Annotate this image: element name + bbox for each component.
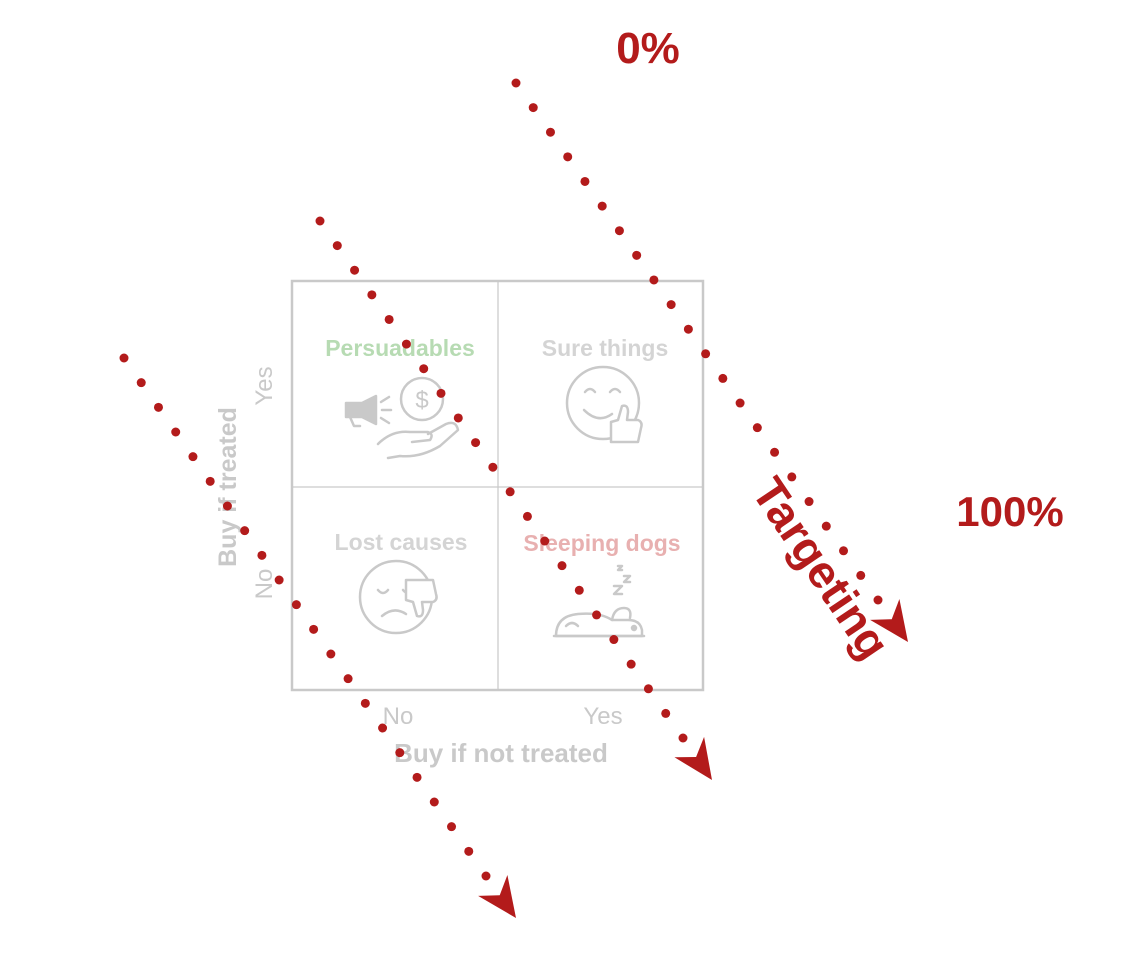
arrow-dot [580,176,590,186]
arrow-dot [419,364,429,374]
arrow-dot [257,550,267,560]
arrow-dot [626,659,636,669]
arrow-dot [649,275,659,285]
arrow-dot [752,423,762,433]
arrow-dot [574,585,584,595]
arrow-dot [614,226,624,236]
arrow-dot [787,472,797,482]
arrow-dot [856,570,866,580]
arrow-dot [436,388,446,398]
y-axis-tick-no: No [251,569,278,600]
arrow-dot [770,447,780,457]
quadrant-label-sleeping-dogs: Sleeping dogs [523,530,680,556]
arrow-dot [597,201,607,211]
arrow-dot [136,378,146,388]
quadrant-grid [290,279,705,692]
arrow-dot [412,772,422,782]
arrow-dot [718,373,728,383]
arrowhead [870,598,908,642]
arrow-dot [291,600,301,610]
arrow-dot [401,339,411,349]
arrow-dot [274,575,284,585]
arrow-dot [804,497,814,507]
sleeping-dog-icon [552,564,646,638]
arrow-dot [378,723,388,733]
arrow-dot [557,561,567,571]
svg-text:$: $ [415,387,428,414]
arrow-dot [153,402,163,412]
arrow-dot [632,250,642,260]
x-axis-label: Buy if not treated [394,738,608,768]
targeting-arrows [119,78,908,918]
arrow-dot [350,265,360,275]
arrow-dot [464,846,474,856]
arrow-left [119,353,516,918]
arrow-dot [683,324,693,334]
arrow-dot [384,314,394,324]
y-axis-tick-yes: Yes [251,366,278,405]
targeting-end-label: 100% [956,488,1063,535]
arrow-dot [488,462,498,472]
arrow-dot [609,635,619,645]
quadrant-label-persuadables: Persuadables [325,335,475,361]
arrow-dot [188,452,198,462]
x-axis-tick-yes: Yes [583,703,622,730]
arrow-right [511,78,908,642]
arrow-dot [453,413,463,423]
arrow-dot [701,349,711,359]
arrow-dot [873,595,883,605]
arrow-dot [360,698,370,708]
arrow-dot [545,127,555,137]
y-axis-label: Buy if treated [214,407,242,567]
arrow-dot [481,871,491,881]
arrow-middle [315,216,712,780]
arrow-dot [511,78,521,88]
arrow-dot [540,536,550,546]
quadrant-label-lost-causes: Lost causes [335,529,468,555]
arrow-dot [343,674,353,684]
arrow-dot [309,624,319,634]
arrow-dot [471,438,481,448]
arrowhead [478,874,516,918]
arrow-dot [429,797,439,807]
arrow-dot [326,649,336,659]
arrow-dot [522,511,532,521]
megaphone-coin-hand-icon: $ [344,376,460,460]
arrow-dot [205,476,215,486]
arrow-dot [661,708,671,718]
arrow-dot [528,103,538,113]
quadrant-label-sure-things: Sure things [542,335,669,361]
arrow-dot [222,501,232,511]
targeting-direction-label: Targeting [742,468,900,668]
arrowhead [674,736,712,780]
arrow-dot [563,152,573,162]
arrow-dot [240,526,250,536]
arrow-dot [315,216,325,226]
arrow-dot [735,398,745,408]
arrow-dot [332,241,342,251]
smiley-thumbs-up-icon [565,365,643,444]
arrow-dot [119,353,129,363]
arrow-dot [643,684,653,694]
sad-face-thumbs-down-icon [358,559,438,635]
x-axis-tick-no: No [383,703,414,730]
arrow-dot [666,300,676,310]
arrow-dot [678,733,688,743]
arrow-dot [592,610,602,620]
arrow-dot [395,748,405,758]
arrow-dot [171,427,181,437]
arrow-dot [821,521,831,531]
arrow-dot [367,290,377,300]
arrow-dot [447,822,457,832]
arrow-dot [505,487,515,497]
targeting-start-label: 0% [616,24,680,73]
arrow-dot [839,546,849,556]
